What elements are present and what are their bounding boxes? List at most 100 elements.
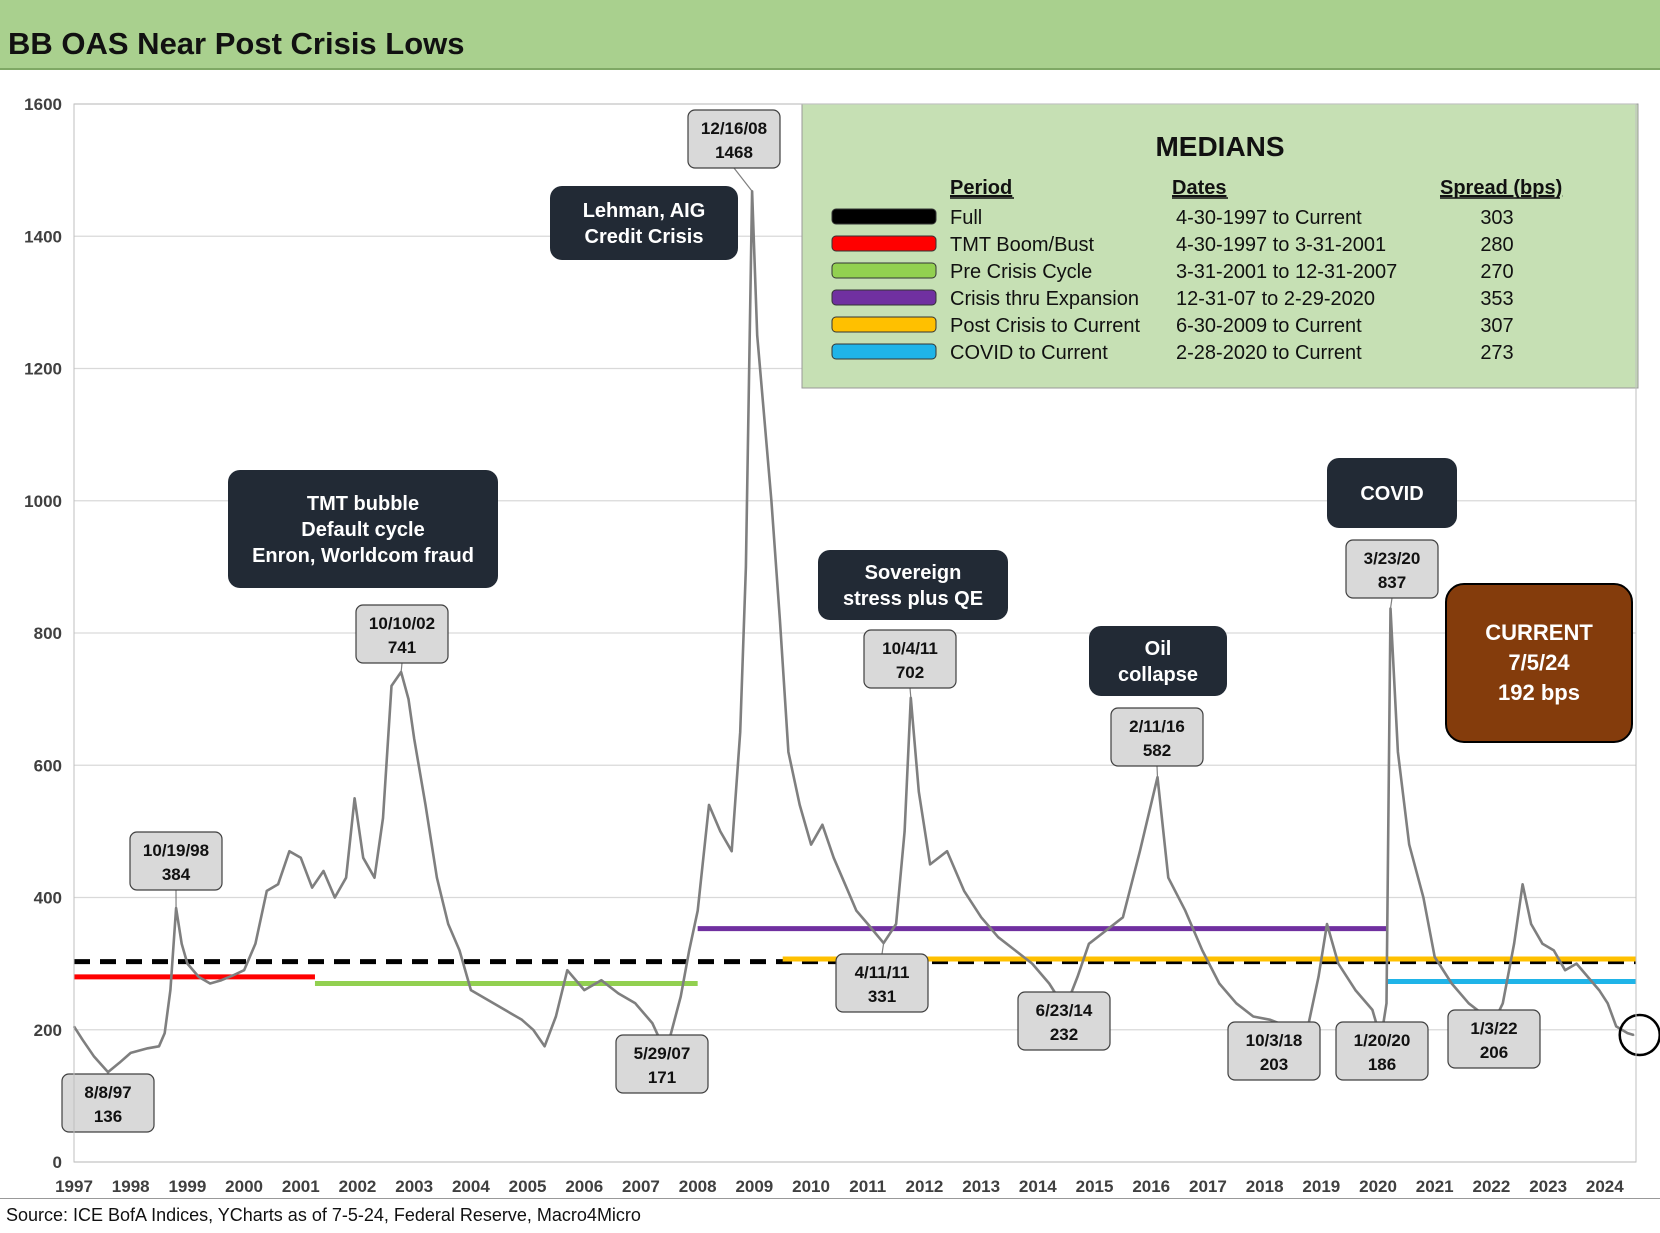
x-tick-label: 2014 [1019,1177,1057,1196]
data-point [1564,969,1566,971]
data-point [1184,910,1186,912]
data-point [374,877,376,879]
x-tick-label: 2008 [679,1177,717,1196]
legend-spread: 273 [1480,342,1513,364]
legend-dates: 6-30-2009 to Current [1176,315,1362,337]
legend-period: COVID to Current [950,342,1108,364]
data-point [1423,897,1425,899]
x-tick-label: 2013 [962,1177,1000,1196]
legend-dates: 4-30-1997 to Current [1176,207,1362,229]
x-tick-label: 2010 [792,1177,830,1196]
data-point [93,1055,95,1057]
legend-title: MEDIANS [1155,131,1284,162]
data-point [209,983,211,985]
callout-date: 10/19/98 [143,841,209,860]
x-tick-label: 1998 [112,1177,150,1196]
callout-value: 582 [1143,741,1171,760]
data-point [617,993,619,995]
y-tick-label: 200 [34,1021,62,1040]
data-point [1513,943,1515,945]
event-annotation: TMT bubble Default cycle Enron, Worldcom f… [228,470,498,588]
data-point [413,738,415,740]
legend-header: Dates [1172,177,1226,199]
legend-swatch [832,290,936,305]
data-point [1326,923,1328,925]
data-point [929,864,931,866]
callout-value: 203 [1260,1055,1288,1074]
legend-header: Spread (bps) [1440,177,1562,199]
x-tick-label: 2011 [849,1177,886,1196]
y-tick-label: 600 [34,756,62,775]
callout-value: 384 [162,865,191,884]
data-point [720,831,722,833]
callout-value: 186 [1368,1055,1396,1074]
legend-spread: 303 [1480,207,1513,229]
x-tick-label: 2000 [225,1177,263,1196]
data-point [130,1052,132,1054]
callout-value: 1468 [715,143,753,162]
event-annotation: COVID [1327,458,1457,528]
legend-dates: 3-31-2001 to 12-31-2007 [1176,261,1397,283]
callout-leader [401,663,402,672]
x-tick-label: 2021 [1416,1177,1454,1196]
annotation-text: TMT bubble [307,493,419,515]
data-point [1522,883,1524,885]
data-point [731,850,733,852]
data-point [1355,989,1357,991]
legend-spread: 307 [1480,315,1513,337]
callout-value: 171 [648,1068,676,1087]
x-tick-label: 2003 [395,1177,433,1196]
data-point [1372,1009,1374,1011]
data-point [1530,923,1532,925]
legend-period: Full [950,207,982,229]
callout-date: 3/23/20 [1364,549,1421,568]
data-point [771,500,773,502]
x-tick-label: 2009 [735,1177,773,1196]
x-tick-label: 2012 [906,1177,944,1196]
data-point [459,950,461,952]
data-point [544,1045,546,1047]
data-point [1077,976,1079,978]
data-point [1451,983,1453,985]
callout-date: 10/10/02 [369,614,435,633]
y-tick-label: 1600 [24,95,62,114]
legend-dates: 4-30-1997 to 3-31-2001 [1176,234,1386,256]
legend-swatch [832,344,936,359]
source-bar: Source: ICE BofA Indices, YCharts as of … [0,1198,1660,1233]
annotation-text: collapse [1118,664,1198,686]
callout-date: 1/20/20 [1354,1031,1411,1050]
data-point [1235,1003,1237,1005]
callout-date: 2/11/16 [1129,717,1185,736]
x-tick-label: 2015 [1076,1177,1114,1196]
data-point [266,890,268,892]
data-point [788,751,790,753]
y-tick-label: 1200 [24,360,62,379]
data-point [1633,1034,1635,1036]
data-point [354,798,356,800]
data-point [504,1009,506,1011]
callout-value: 837 [1378,573,1406,592]
data-point [362,857,364,859]
data-point [1587,976,1589,978]
x-tick-label: 2024 [1586,1177,1624,1196]
data-point [1252,1016,1254,1018]
data-point [1167,877,1169,879]
annotation-text: Default cycle [301,519,424,541]
annotation-text: stress plus QE [843,588,983,610]
annotation-text: Enron, Worldcom fraud [252,545,474,567]
legend-dates: 2-28-2020 to Current [1176,342,1362,364]
data-point [164,1032,166,1034]
annotation-text: COVID [1360,483,1423,505]
data-point [600,979,602,981]
data-point [1218,983,1220,985]
data-point [566,969,568,971]
x-tick-label: 2002 [339,1177,377,1196]
x-tick-label: 2018 [1246,1177,1284,1196]
